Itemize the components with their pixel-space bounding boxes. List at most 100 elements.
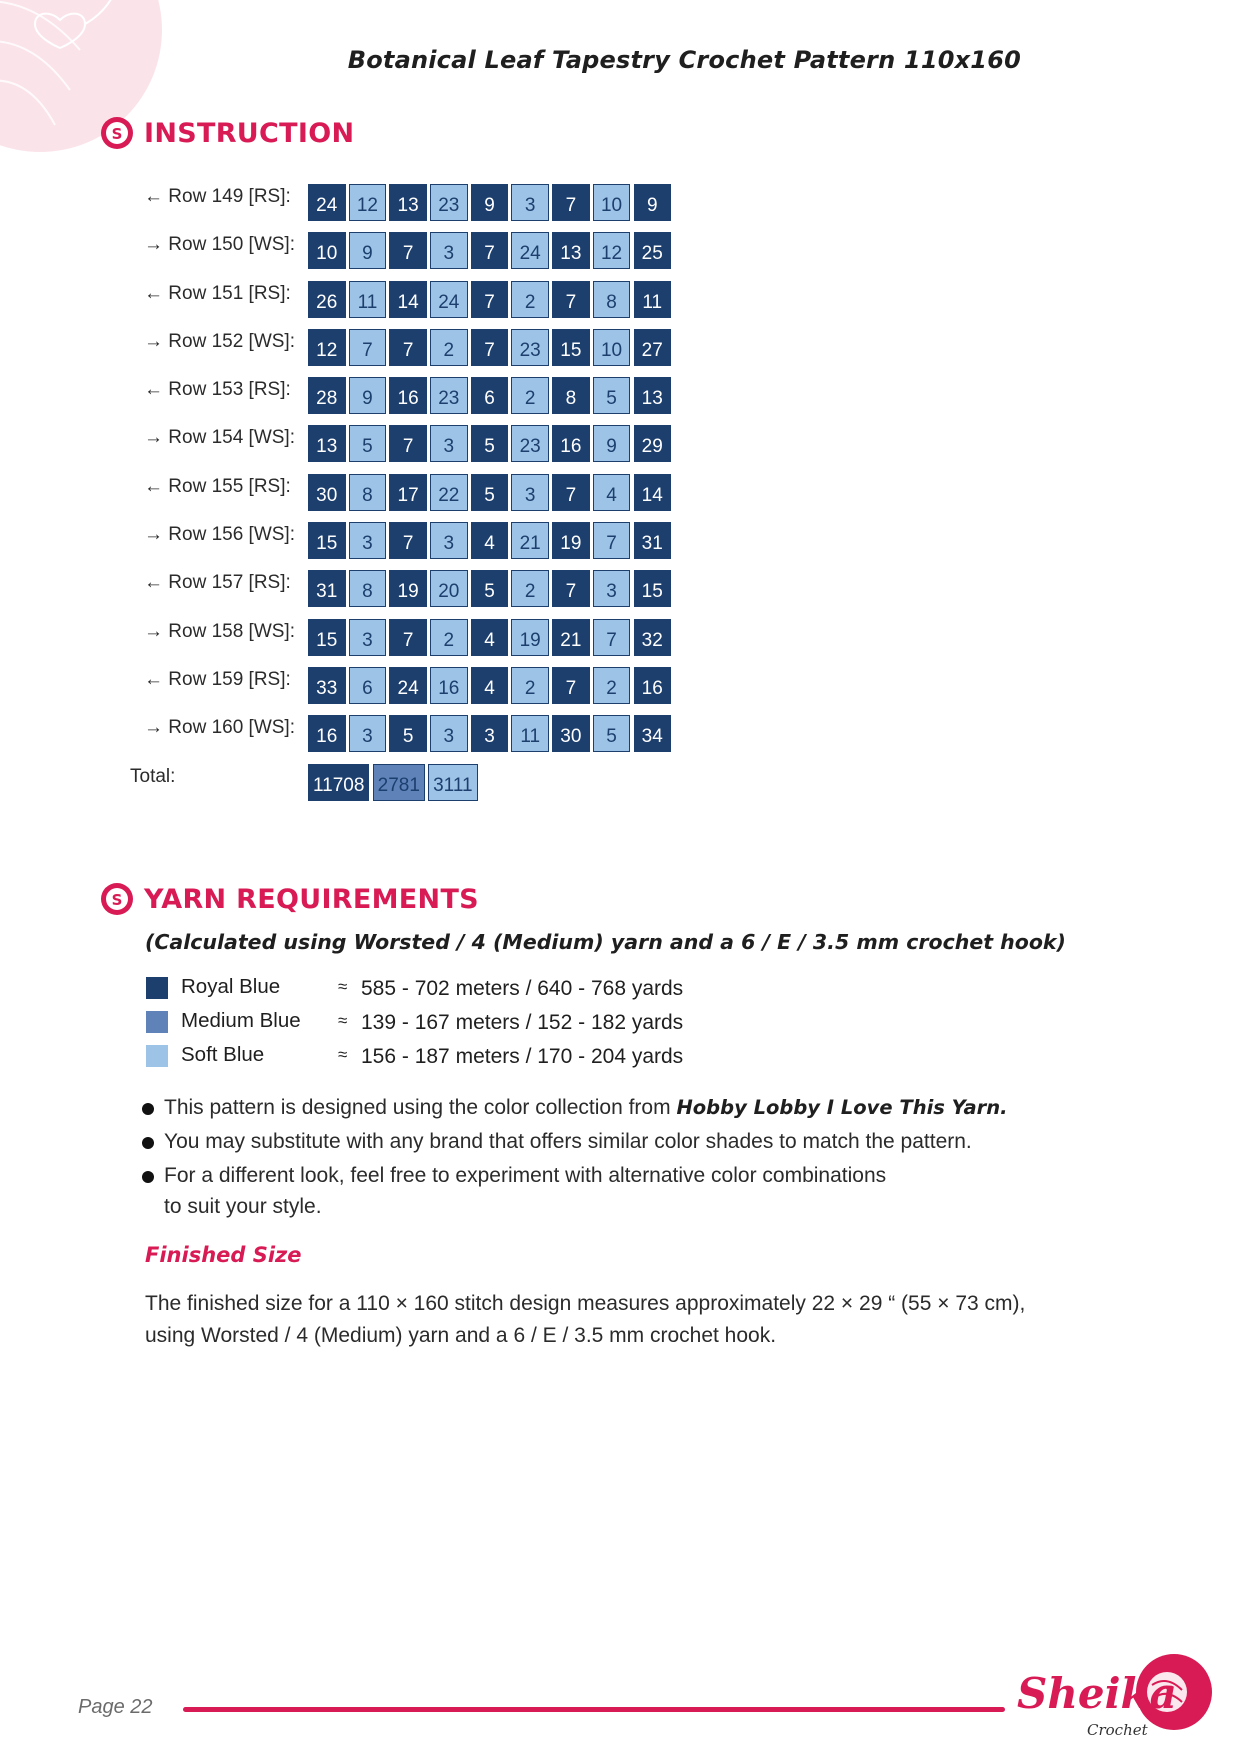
note-item: This pattern is designed using the color… bbox=[140, 1092, 1120, 1123]
stitch-count-cell: 5 bbox=[389, 715, 427, 753]
stitch-count-cell: 8 bbox=[348, 570, 387, 608]
row-cells: 10 9 7 3 7 24 13 12 25 bbox=[308, 232, 674, 270]
row-cells: 26 11 14 24 7 2 7 8 11 bbox=[308, 280, 674, 318]
total-cell: 11708 bbox=[308, 763, 370, 801]
color-swatch bbox=[146, 977, 168, 999]
stitch-count-cell: 2 bbox=[511, 666, 549, 704]
stitch-count-cell: 8 bbox=[348, 473, 387, 511]
stitch-count-cell: 7 bbox=[592, 618, 631, 656]
row-cells: 12 7 7 2 7 23 15 10 27 bbox=[308, 328, 674, 366]
stitch-count-cell: 7 bbox=[389, 425, 427, 463]
finished-size-line: using Worsted / 4 (Medium) yarn and a 6 … bbox=[145, 1324, 777, 1347]
stitch-count-cell: 24 bbox=[430, 280, 468, 318]
stitch-count-cell: 30 bbox=[308, 473, 346, 511]
stitch-count-cell: 4 bbox=[592, 473, 631, 511]
svg-text:S: S bbox=[112, 891, 123, 909]
row-label: ← Row 153 [RS]: bbox=[144, 379, 291, 401]
finished-size-heading: Finished Size bbox=[145, 1243, 302, 1267]
stitch-count-cell: 12 bbox=[348, 184, 387, 221]
stitch-count-cell: 3 bbox=[511, 184, 549, 221]
row-label: ← Row 159 [RS]: bbox=[144, 668, 291, 690]
stitch-count-cell: 34 bbox=[633, 715, 671, 753]
sheika-badge-icon: S bbox=[101, 883, 133, 915]
stitch-count-cell: 3 bbox=[430, 522, 468, 560]
stitch-count-cell: 7 bbox=[552, 666, 590, 704]
row-cells: 24 12 13 23 9 3 7 10 9 bbox=[308, 184, 674, 221]
stitch-count-cell: 10 bbox=[308, 232, 346, 270]
note-text: This pattern is designed using the color… bbox=[164, 1096, 677, 1119]
stitch-count-cell: 23 bbox=[430, 184, 468, 221]
stitch-count-cell: 9 bbox=[348, 377, 387, 415]
color-swatch bbox=[146, 1045, 168, 1067]
stitch-count-cell: 13 bbox=[308, 425, 346, 463]
stitch-count-cell: 2 bbox=[511, 570, 549, 608]
row-cells: 28 9 16 23 6 2 8 5 13 bbox=[308, 377, 674, 415]
stitch-count-cell: 2 bbox=[430, 328, 468, 366]
stitch-count-cell: 11 bbox=[348, 280, 387, 318]
stitch-count-cell: 24 bbox=[389, 666, 427, 704]
stitch-count-cell: 7 bbox=[389, 522, 427, 560]
yarn-amount: 139 - 167 meters / 152 - 182 yards bbox=[361, 1011, 684, 1034]
row-label: → Row 150 [WS]: bbox=[144, 234, 295, 256]
stitch-count-cell: 4 bbox=[470, 618, 509, 656]
stitch-count-cell: 21 bbox=[511, 522, 549, 560]
stitch-count-cell: 3 bbox=[470, 715, 509, 753]
stitch-count-cell: 23 bbox=[511, 328, 549, 366]
stitch-count-cell: 7 bbox=[470, 232, 509, 270]
yarn-amount: 585 - 702 meters / 640 - 768 yards bbox=[361, 977, 684, 1000]
row-cells: 33 6 24 16 4 2 7 2 16 bbox=[308, 666, 674, 704]
stitch-count-cell: 19 bbox=[552, 522, 590, 560]
footer-divider bbox=[183, 1707, 1005, 1712]
stitch-count-cell: 8 bbox=[552, 377, 590, 415]
stitch-count-cell: 15 bbox=[633, 570, 671, 608]
stitch-count-cell: 17 bbox=[389, 473, 427, 511]
finished-size-text: The finished size for a 110 × 160 stitch… bbox=[145, 1288, 1145, 1352]
stitch-count-cell: 5 bbox=[592, 377, 631, 415]
row-cells: 30 8 17 22 5 3 7 4 14 bbox=[308, 473, 674, 511]
total-cells: 11708 2781 3111 bbox=[308, 763, 481, 801]
finished-size-line: The finished size for a 110 × 160 stitch… bbox=[145, 1292, 1026, 1315]
sheika-crochet-logo: Sheika Crochet bbox=[1017, 1654, 1212, 1739]
stitch-count-cell: 9 bbox=[470, 184, 509, 221]
instruction-heading-text: INSTRUCTION bbox=[144, 117, 355, 149]
stitch-count-cell: 12 bbox=[308, 328, 346, 366]
yarn-requirements-heading: S YARN REQUIREMENTS bbox=[100, 882, 479, 916]
stitch-count-cell: 7 bbox=[470, 328, 509, 366]
stitch-count-cell: 2 bbox=[511, 280, 549, 318]
note-text: You may substitute with any brand that o… bbox=[164, 1130, 972, 1153]
row-cells: 16 3 5 3 3 11 30 5 34 bbox=[308, 715, 674, 753]
total-cell: 3111 bbox=[428, 763, 478, 801]
stitch-count-cell: 16 bbox=[552, 425, 590, 463]
bullet-icon bbox=[142, 1103, 154, 1115]
row-label: → Row 152 [WS]: bbox=[144, 330, 295, 352]
stitch-count-cell: 2 bbox=[511, 377, 549, 415]
stitch-count-cell: 30 bbox=[552, 715, 590, 753]
stitch-count-cell: 13 bbox=[389, 184, 427, 221]
stitch-count-cell: 3 bbox=[430, 425, 468, 463]
stitch-count-cell: 3 bbox=[430, 232, 468, 270]
stitch-count-cell: 4 bbox=[470, 522, 509, 560]
stitch-count-cell: 11 bbox=[511, 715, 549, 753]
svg-text:Crochet: Crochet bbox=[1087, 1721, 1149, 1739]
row-cells: 15 3 7 2 4 19 21 7 32 bbox=[308, 618, 674, 656]
stitch-count-cell: 28 bbox=[308, 377, 346, 415]
row-cells: 31 8 19 20 5 2 7 3 15 bbox=[308, 570, 674, 608]
row-label: → Row 156 [WS]: bbox=[144, 524, 295, 546]
yarn-amount: 156 - 187 meters / 170 - 204 yards bbox=[361, 1045, 684, 1068]
stitch-count-cell: 16 bbox=[633, 666, 671, 704]
stitch-count-cell: 16 bbox=[308, 715, 346, 753]
stitch-count-cell: 9 bbox=[633, 184, 671, 221]
row-cells: 15 3 7 3 4 21 19 7 31 bbox=[308, 522, 674, 560]
note-text-continued: to suit your style. bbox=[164, 1195, 322, 1218]
stitch-count-cell: 3 bbox=[348, 618, 387, 656]
stitch-count-cell: 9 bbox=[348, 232, 387, 270]
stitch-count-cell: 27 bbox=[633, 328, 671, 366]
stitch-count-cell: 13 bbox=[552, 232, 590, 270]
stitch-count-cell: 19 bbox=[389, 570, 427, 608]
note-item: You may substitute with any brand that o… bbox=[140, 1126, 1120, 1157]
note-item: For a different look, feel free to exper… bbox=[140, 1160, 1120, 1222]
stitch-count-cell: 2 bbox=[592, 666, 631, 704]
stitch-count-cell: 7 bbox=[389, 328, 427, 366]
stitch-count-cell: 26 bbox=[308, 280, 346, 318]
row-label: ← Row 151 [RS]: bbox=[144, 282, 291, 304]
